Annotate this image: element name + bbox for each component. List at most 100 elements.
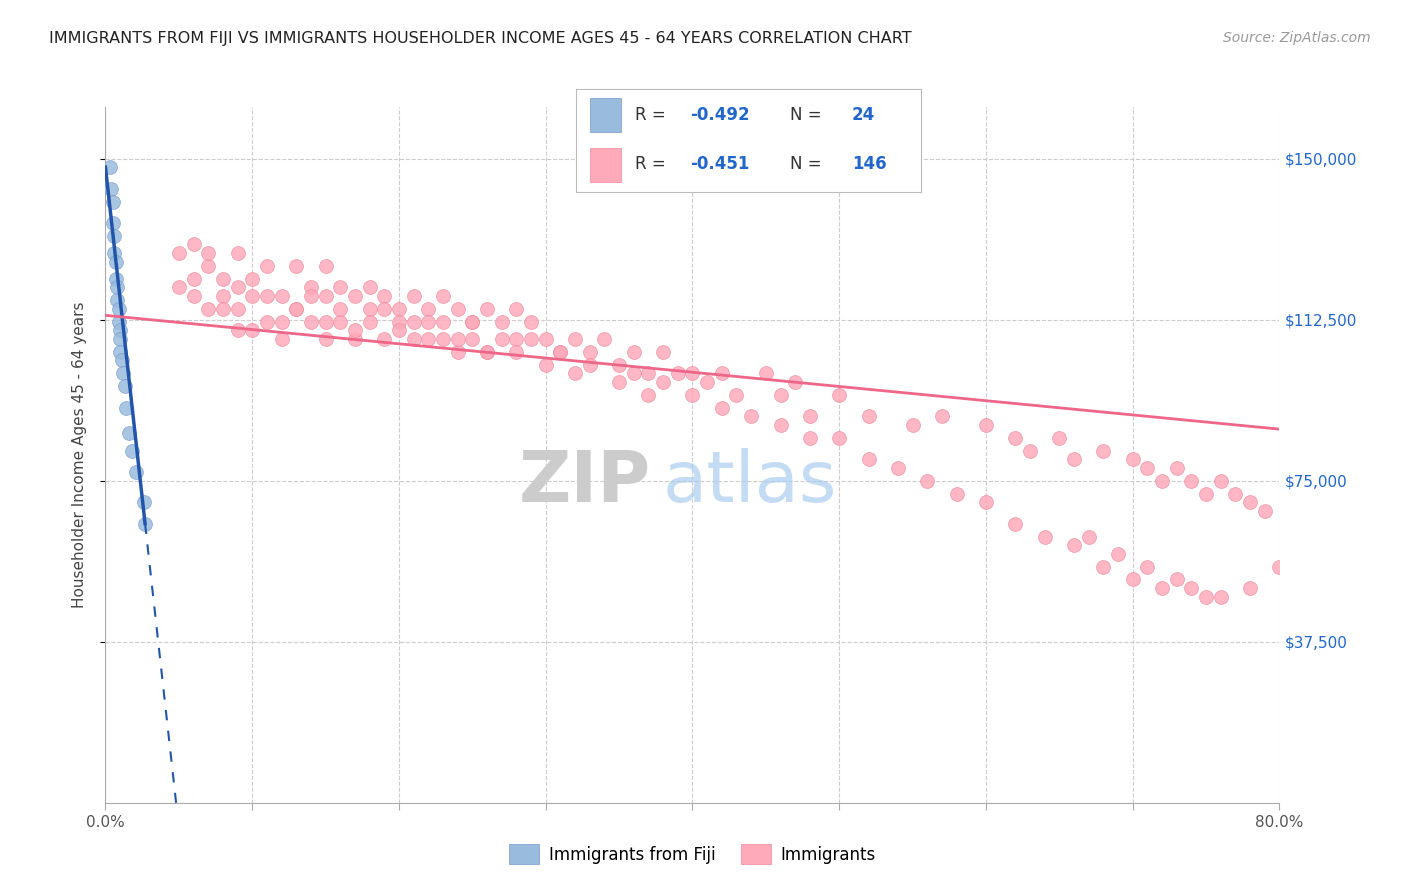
Point <box>461 315 484 329</box>
Point <box>769 388 792 402</box>
Text: R =: R = <box>636 106 671 124</box>
Point <box>132 495 155 509</box>
Text: Source: ZipAtlas.com: Source: ZipAtlas.com <box>1223 31 1371 45</box>
Point <box>491 332 513 346</box>
Text: atlas: atlas <box>664 449 838 517</box>
Point <box>402 332 425 346</box>
Point <box>828 431 851 445</box>
Point <box>121 443 143 458</box>
Point <box>1122 452 1144 467</box>
Point <box>1136 460 1159 475</box>
Point <box>359 301 381 316</box>
Point <box>461 315 484 329</box>
Point <box>211 301 233 316</box>
Point <box>1209 474 1232 488</box>
Point <box>329 315 352 329</box>
Point <box>682 388 704 402</box>
Point <box>402 315 425 329</box>
Point <box>373 332 395 346</box>
Point <box>240 272 263 286</box>
Point <box>931 409 953 424</box>
Point <box>858 452 880 467</box>
Point <box>226 323 249 337</box>
Point <box>1180 581 1202 595</box>
Point <box>388 323 411 337</box>
Point <box>1195 590 1218 604</box>
Point <box>578 358 600 372</box>
Point <box>887 460 910 475</box>
Point <box>446 301 468 316</box>
Point <box>101 194 124 209</box>
Point <box>285 301 308 316</box>
Text: IMMIGRANTS FROM FIJI VS IMMIGRANTS HOUSEHOLDER INCOME AGES 45 - 64 YEARS CORRELA: IMMIGRANTS FROM FIJI VS IMMIGRANTS HOUSE… <box>49 31 912 46</box>
Point <box>446 332 468 346</box>
Point <box>197 246 219 260</box>
Point <box>505 301 527 316</box>
Point <box>270 332 292 346</box>
Point <box>418 315 440 329</box>
Point <box>315 259 337 273</box>
Point <box>256 289 278 303</box>
Point <box>710 367 733 381</box>
Point <box>710 401 733 415</box>
Point <box>105 293 128 308</box>
Point <box>285 259 308 273</box>
Point <box>1063 452 1085 467</box>
Point <box>769 417 792 432</box>
Point <box>1092 559 1115 574</box>
Text: 146: 146 <box>852 155 887 173</box>
Point <box>329 280 352 294</box>
Y-axis label: Householder Income Ages 45 - 64 years: Householder Income Ages 45 - 64 years <box>72 301 87 608</box>
Point <box>475 344 498 359</box>
Point <box>299 280 322 294</box>
Point <box>550 344 572 359</box>
Point <box>901 417 924 432</box>
Point <box>520 332 543 346</box>
Text: 24: 24 <box>852 106 876 124</box>
Point <box>1239 495 1261 509</box>
Point <box>578 344 600 359</box>
Point <box>1107 547 1129 561</box>
Point <box>1136 559 1159 574</box>
Text: R =: R = <box>636 155 671 173</box>
Point <box>315 315 337 329</box>
Point <box>755 367 778 381</box>
Point <box>637 367 659 381</box>
Point <box>1004 516 1026 531</box>
Point <box>696 375 718 389</box>
Point <box>432 289 454 303</box>
Point <box>103 246 125 260</box>
Point <box>520 315 543 329</box>
Point <box>1268 559 1291 574</box>
Point <box>211 272 233 286</box>
Point <box>534 358 557 372</box>
Point <box>388 315 411 329</box>
Point <box>226 246 249 260</box>
Point <box>197 301 219 316</box>
Point <box>1019 443 1042 458</box>
Point <box>1092 443 1115 458</box>
Point <box>1254 504 1277 518</box>
Point <box>607 358 630 372</box>
Point <box>740 409 762 424</box>
Point <box>285 301 308 316</box>
Point <box>475 301 498 316</box>
Point <box>1225 486 1247 500</box>
Point <box>1004 431 1026 445</box>
Point <box>226 280 249 294</box>
Point <box>183 237 205 252</box>
Point <box>505 332 527 346</box>
Point <box>101 216 124 230</box>
Point <box>1063 538 1085 552</box>
Point <box>112 367 135 381</box>
Point <box>211 289 233 303</box>
Point <box>315 289 337 303</box>
Point <box>402 289 425 303</box>
Point <box>343 289 366 303</box>
Point <box>104 254 127 268</box>
Point <box>666 367 689 381</box>
Text: N =: N = <box>790 155 827 173</box>
Point <box>505 344 527 359</box>
Point <box>256 315 278 329</box>
Point <box>637 388 659 402</box>
